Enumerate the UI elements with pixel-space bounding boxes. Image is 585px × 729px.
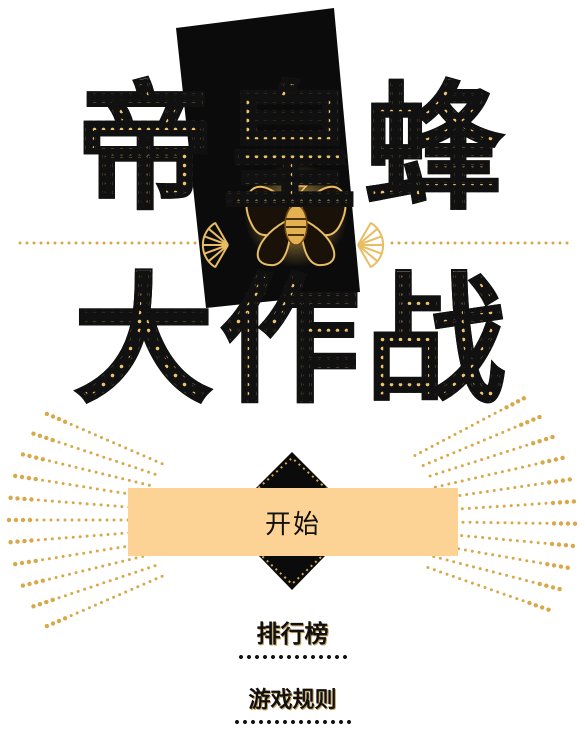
game-title-line-1: 帝皇蜂 [0,79,585,219]
dotted-underline [232,718,353,726]
game-title-line-2: 大作战 [0,271,585,413]
start-button[interactable]: 开始 [128,488,458,556]
leaderboard-label: 排行榜 [256,620,329,648]
leaderboard-link[interactable]: 排行榜 [0,614,585,661]
fan-ornament-right [357,221,385,269]
rules-label: 游戏规则 [248,688,337,713]
fan-ornament-left [201,221,229,269]
dotted-underline [236,653,349,661]
rules-link[interactable]: 游戏规则 [0,682,585,726]
